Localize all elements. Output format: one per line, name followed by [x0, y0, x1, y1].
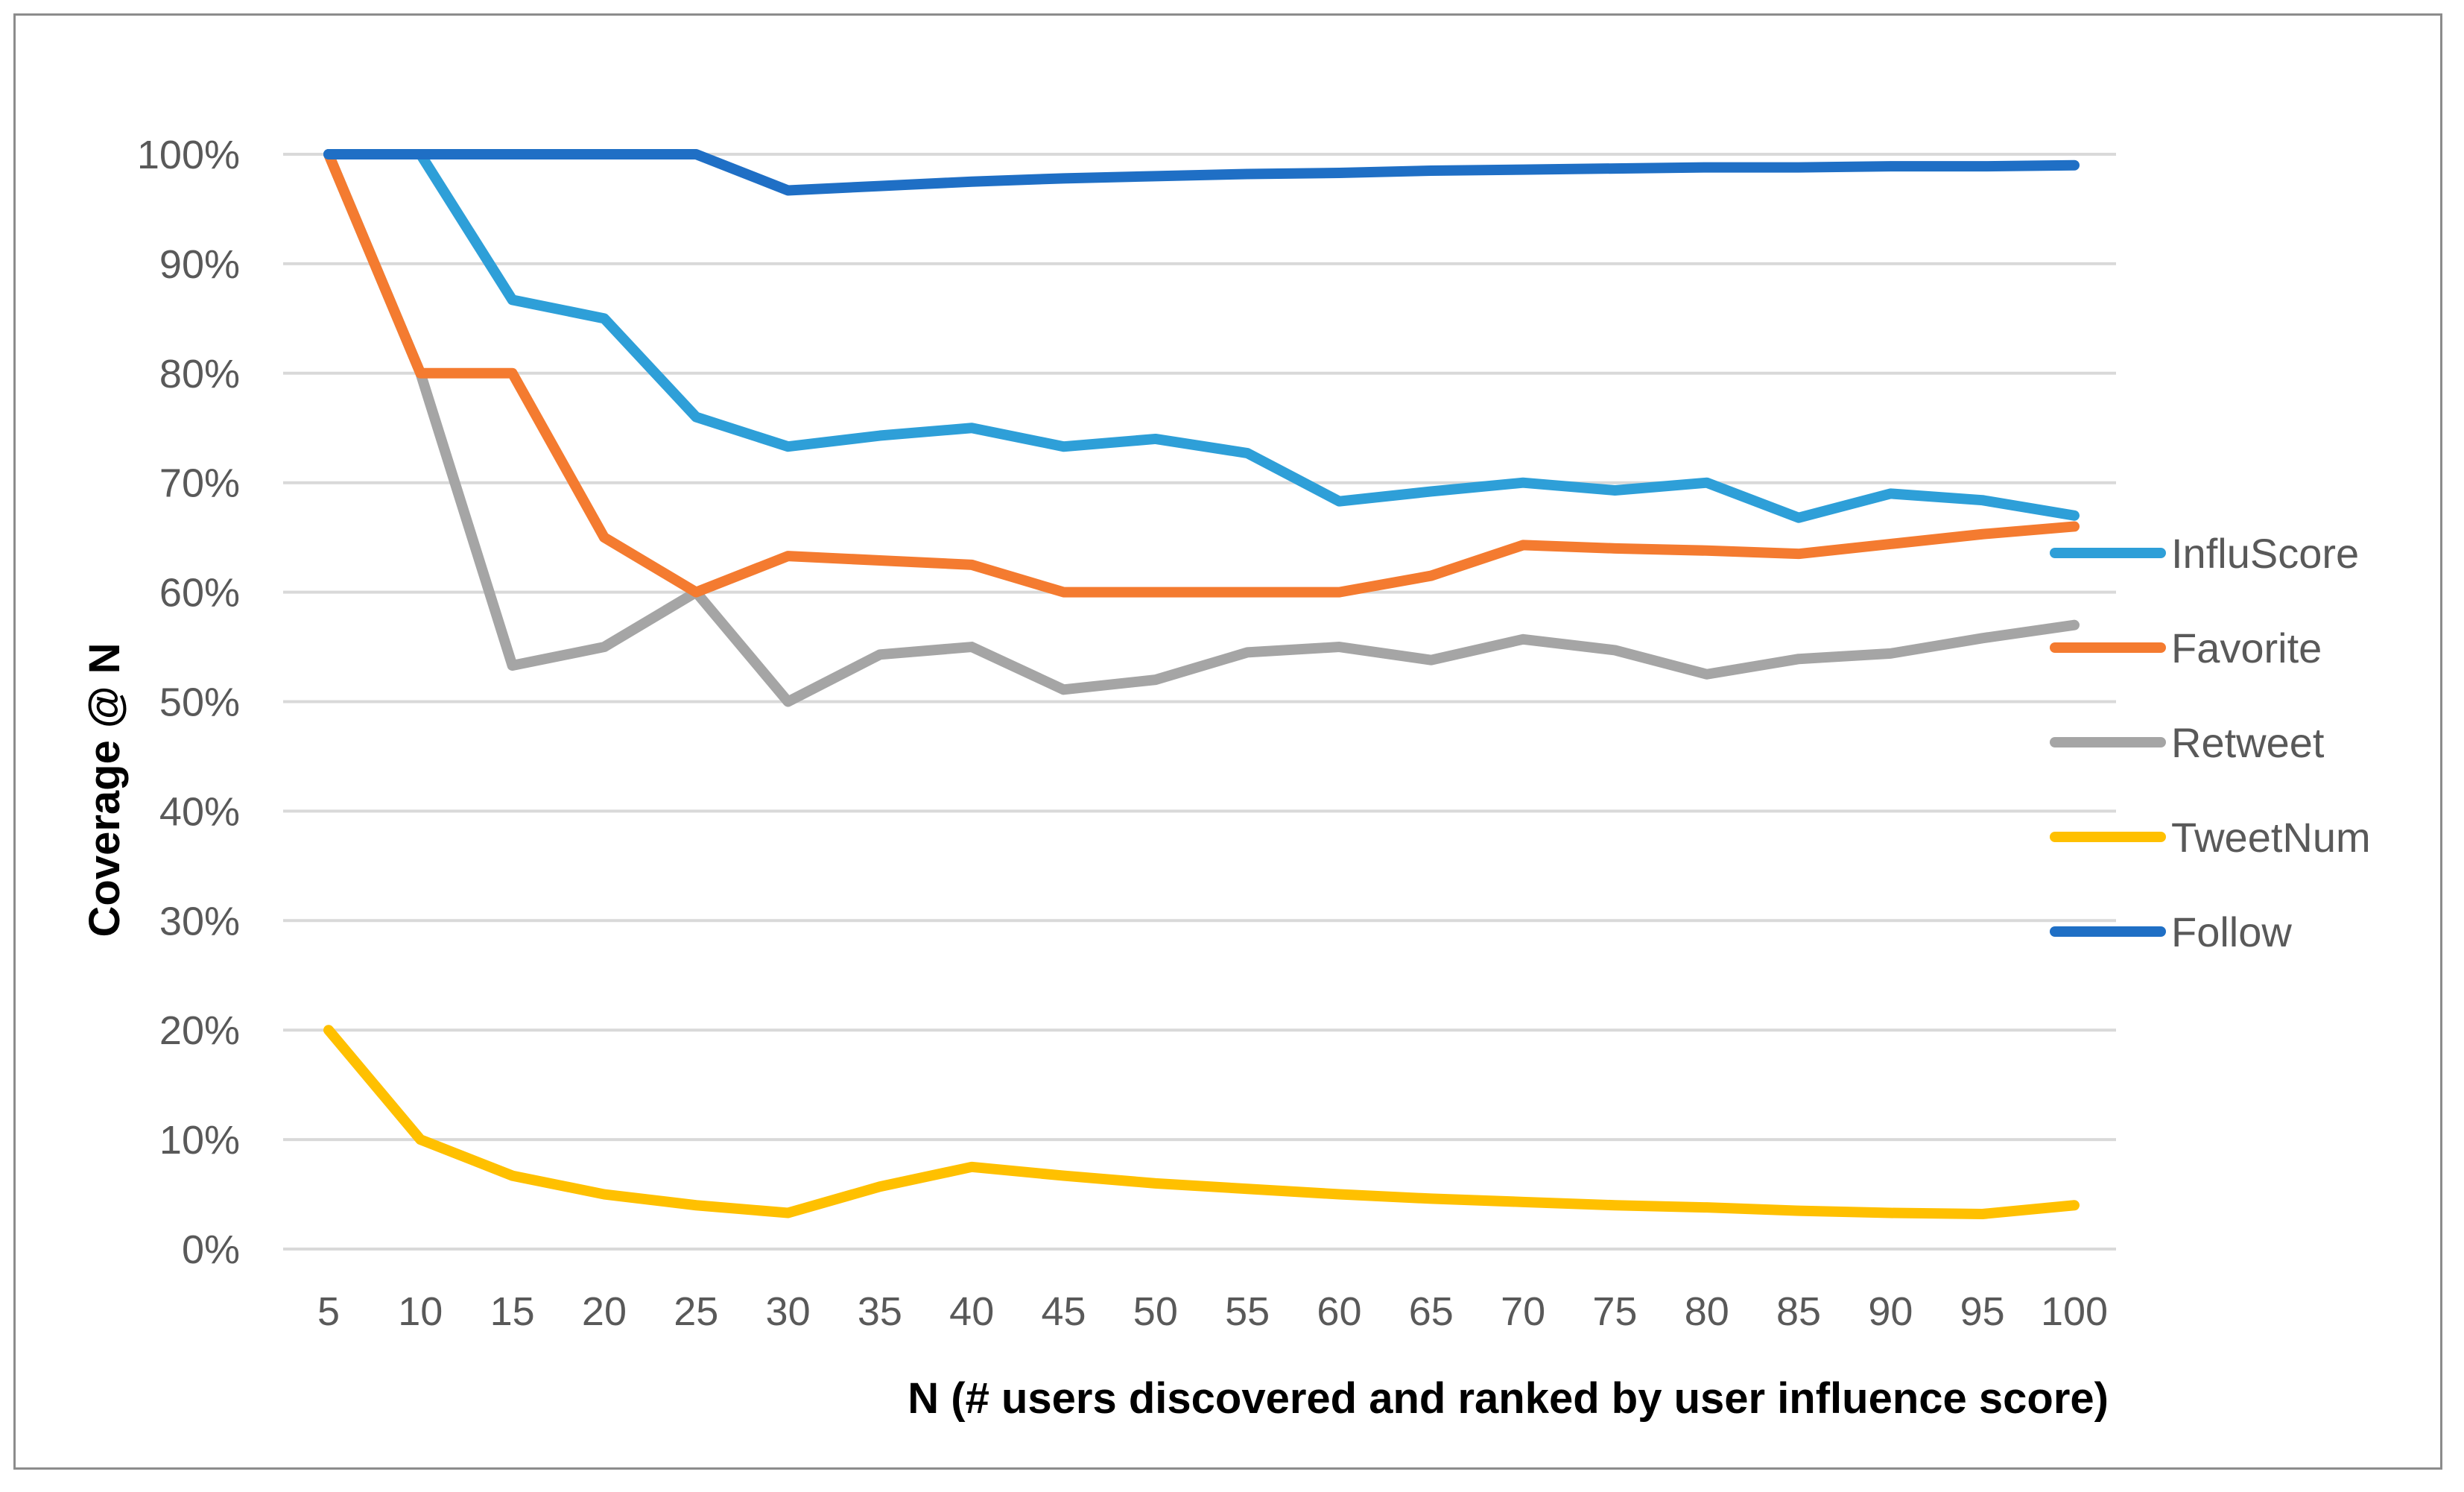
x-axis-ticks: 5 10 15 20 25 30 35 40 45 50 55 60 65 70 75 80 85 90 95 100	[317, 1289, 2108, 1334]
x-tick-label: 95	[1960, 1289, 2005, 1334]
x-tick-label: 25	[674, 1289, 718, 1334]
y-tick-label: 20%	[159, 1008, 240, 1053]
y-axis-title: Coverage @ N	[80, 642, 129, 937]
legend-label-retweet: Retweet	[2171, 719, 2325, 766]
x-tick-label: 55	[1225, 1289, 1270, 1334]
y-tick-label: 100%	[137, 133, 240, 177]
legend-label-favorite: Favorite	[2171, 625, 2322, 671]
series-line-tweetnum	[323, 1025, 2080, 1219]
y-tick-label: 60%	[159, 571, 240, 616]
chart-frame	[13, 13, 2442, 1470]
y-tick-label: 0%	[182, 1227, 240, 1272]
x-tick-label: 50	[1133, 1289, 1178, 1334]
y-tick-label: 80%	[159, 352, 240, 396]
series-line-favorite	[323, 149, 2080, 598]
y-axis-ticks: 0% 10% 20% 30% 40% 50% 60% 70% 80% 90% 100%	[137, 133, 240, 1272]
x-tick-label: 65	[1409, 1289, 1454, 1334]
legend-label-follow: Follow	[2171, 908, 2292, 955]
x-tick-label: 100	[2041, 1289, 2108, 1334]
x-tick-label: 45	[1041, 1289, 1086, 1334]
y-tick-label: 90%	[159, 242, 240, 287]
x-tick-label: 30	[766, 1289, 811, 1334]
x-tick-label: 80	[1685, 1289, 1729, 1334]
gridlines	[283, 153, 2116, 1251]
x-tick-label: 35	[858, 1289, 902, 1334]
x-tick-label: 10	[398, 1289, 443, 1334]
legend-label-tweetnum: TweetNum	[2171, 814, 2371, 861]
x-tick-label: 70	[1501, 1289, 1545, 1334]
y-tick-label: 10%	[159, 1118, 240, 1163]
series-lines	[323, 149, 2080, 1219]
x-tick-label: 40	[949, 1289, 994, 1334]
y-tick-label: 30%	[159, 899, 240, 943]
x-tick-label: 5	[317, 1289, 340, 1334]
x-axis-title: N (# users discovered and ranked by user…	[908, 1374, 2109, 1423]
series-line-retweet	[323, 149, 2080, 707]
y-tick-label: 50%	[159, 680, 240, 725]
x-tick-label: 20	[582, 1289, 627, 1334]
x-tick-label: 75	[1592, 1289, 1637, 1334]
x-tick-label: 60	[1317, 1289, 1361, 1334]
series-line-follow	[323, 149, 2080, 196]
y-tick-label: 40%	[159, 789, 240, 834]
legend: InfluScore Favorite Retweet TweetNum Follow	[2050, 530, 2371, 955]
legend-label-influscore: InfluScore	[2171, 530, 2359, 577]
x-tick-label: 85	[1776, 1289, 1821, 1334]
x-tick-label: 90	[1868, 1289, 1913, 1334]
x-tick-label: 15	[490, 1289, 535, 1334]
y-tick-label: 70%	[159, 461, 240, 506]
series-line-influscore	[323, 149, 2080, 523]
